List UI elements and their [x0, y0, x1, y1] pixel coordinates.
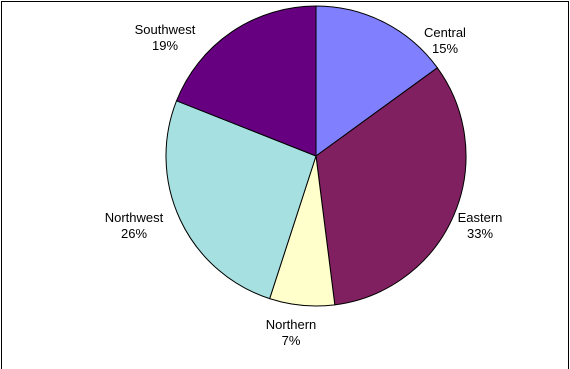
slice-percent-northern: 7% [282, 333, 301, 348]
pie-slice-central [315, 5, 439, 157]
slice-label-central: Central [424, 25, 466, 40]
pie-slice-southwest [175, 5, 317, 157]
slice-percent-central: 15% [432, 41, 458, 56]
slice-percent-southwest: 19% [152, 38, 178, 53]
pie-slice-eastern [315, 67, 467, 306]
slice-percent-northwest: 26% [121, 226, 147, 241]
pie-slice-northwest [165, 100, 317, 300]
slice-label-southwest: Southwest [135, 22, 196, 37]
pie-slices [165, 5, 467, 307]
slice-label-northern: Northern [266, 317, 317, 332]
slice-label-northwest: Northwest [105, 210, 164, 225]
slice-percent-eastern: 33% [467, 226, 493, 241]
slice-label-eastern: Eastern [458, 210, 503, 225]
